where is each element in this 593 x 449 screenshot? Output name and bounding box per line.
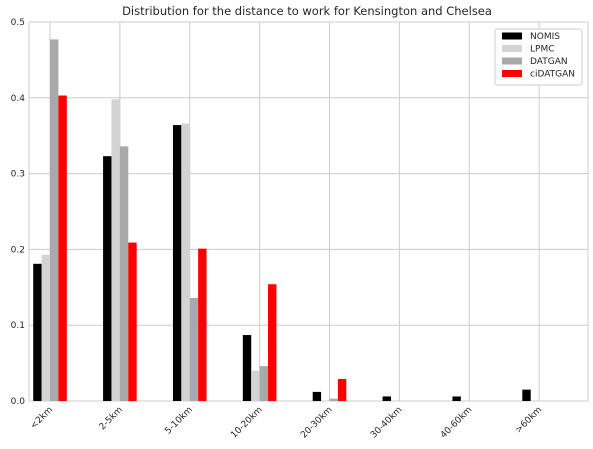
bar-nomis-3 <box>242 335 252 401</box>
bar-cidatgan-2 <box>198 248 207 401</box>
bar-lpmc-2 <box>181 123 190 402</box>
x-axis: <2km 2-5km 5-10km 10-20km 20-30km 30-40km 40-6… <box>29 405 544 440</box>
x-tick-label: 30-40km <box>369 405 404 440</box>
legend-label-cidatgan: ciDATGAN <box>530 70 575 80</box>
x-tick-label: 5-10km <box>163 405 194 436</box>
x-tick-label: <2km <box>29 405 55 431</box>
bar-nomis-7 <box>522 389 531 401</box>
y-tick-label: 0.3 <box>11 170 25 180</box>
legend-swatch-nomis <box>502 32 522 40</box>
bar-cidatgan-4 <box>337 379 347 401</box>
legend-swatch-cidatgan <box>502 70 522 77</box>
chart-title: Distribution for the distance to work fo… <box>122 4 492 18</box>
x-tick-label: >60km <box>514 405 544 435</box>
x-tick-label: 2-5km <box>98 405 125 432</box>
bar-nomis-6 <box>452 396 461 401</box>
bar-cidatgan-0 <box>58 95 67 401</box>
y-tick-label: 0.5 <box>11 18 25 28</box>
bar-nomis-0 <box>33 263 42 401</box>
x-tick-label: 10-20km <box>229 405 264 440</box>
bar-nomis-1 <box>103 156 112 401</box>
legend: NOMIS LPMC DATGAN ciDATGAN <box>494 28 583 86</box>
x-tick-label: 20-30km <box>299 405 334 440</box>
bar-cidatgan-3 <box>268 284 277 401</box>
legend-label-lpmc: LPMC <box>530 45 555 55</box>
y-tick-label: 0.4 <box>11 94 26 104</box>
bar-datgan-1 <box>119 146 129 401</box>
x-tick-label: 40-60km <box>439 405 474 440</box>
y-tick-label: 0.1 <box>11 321 25 331</box>
y-tick-label: 0.0 <box>11 397 26 407</box>
bar-datgan-2 <box>189 297 199 401</box>
bars <box>33 39 531 402</box>
legend-label-nomis: NOMIS <box>530 32 560 42</box>
bar-datgan-4 <box>329 398 338 401</box>
bar-lpmc-0 <box>41 254 50 401</box>
bar-nomis-2 <box>172 125 182 401</box>
bar-nomis-4 <box>312 391 322 401</box>
bar-datgan-3 <box>259 366 269 401</box>
y-axis: 0.0 0.1 0.2 0.3 0.4 0.5 <box>11 18 26 407</box>
legend-swatch-lpmc <box>502 45 522 52</box>
y-tick-label: 0.2 <box>11 245 25 255</box>
legend-label-datgan: DATGAN <box>530 57 568 67</box>
bar-lpmc-1 <box>111 99 120 401</box>
bar-nomis-5 <box>382 396 391 401</box>
legend-swatch-datgan <box>502 57 522 65</box>
bar-lpmc-3 <box>251 370 260 401</box>
bar-datgan-0 <box>50 39 59 402</box>
bar-cidatgan-1 <box>128 242 137 401</box>
